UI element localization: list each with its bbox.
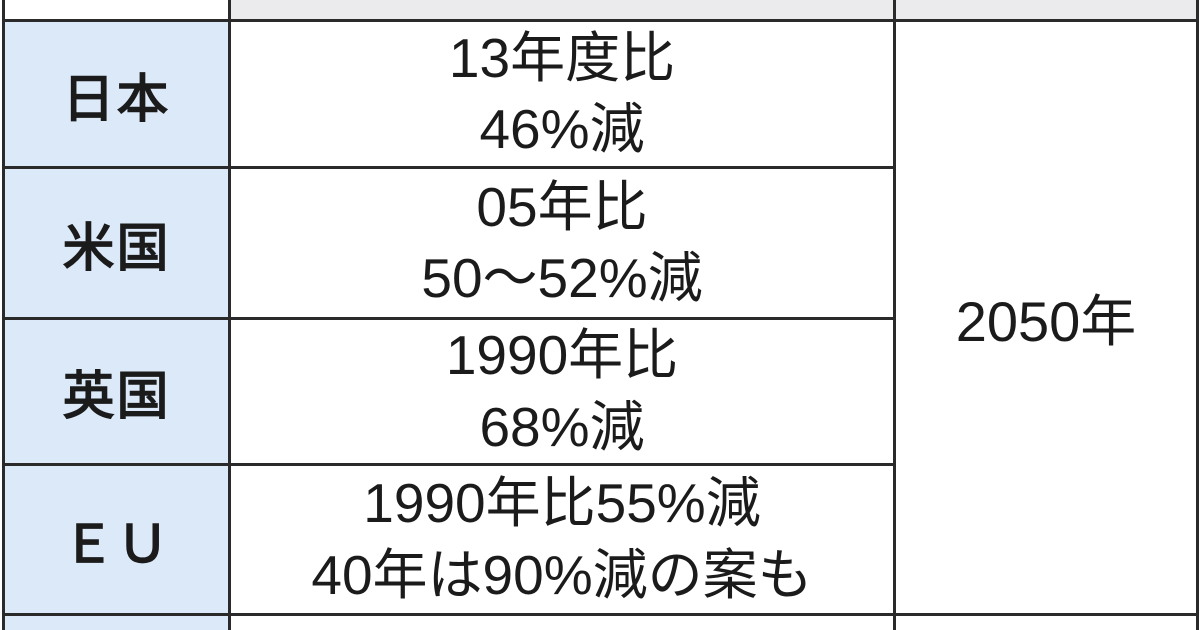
- row-label-japan: 日本: [5, 22, 228, 166]
- country-name: 英国: [62, 368, 171, 426]
- deadline-year: 2050年: [955, 290, 1137, 353]
- target-line-1: 1990年比: [445, 324, 679, 386]
- deadline-cell-partial: [896, 616, 1196, 630]
- header-deadline-cell: [896, 0, 1196, 19]
- country-name: ＥＵ: [62, 516, 171, 574]
- country-name: 米国: [62, 219, 171, 278]
- header-corner-cell: [5, 0, 228, 19]
- target-cell-uk: 1990年比 68%減: [231, 320, 893, 463]
- row-label-partial: [5, 616, 228, 630]
- target-line-1: 13年度比: [448, 26, 676, 89]
- row-label-usa: 米国: [5, 169, 228, 317]
- header-target-cell: [231, 0, 893, 19]
- target-line-1: 05年比: [476, 175, 648, 238]
- target-cell-usa: 05年比 50〜52%減: [231, 169, 893, 317]
- target-line-2: 68%減: [479, 395, 645, 458]
- country-name: 日本: [62, 70, 171, 129]
- target-line-1: 1990年比55%減: [363, 472, 761, 534]
- target-cell-japan: 13年度比 46%減: [231, 22, 893, 166]
- target-line-2: 50〜52%減: [421, 247, 703, 309]
- row-label-uk: 英国: [5, 320, 228, 463]
- target-line-2: 40年は90%減の案も: [311, 543, 813, 606]
- target-line-2: 46%減: [479, 98, 645, 160]
- target-cell-partial: [231, 616, 893, 630]
- row-label-eu: ＥＵ: [5, 466, 228, 613]
- target-cell-eu: 1990年比55%減 40年は90%減の案も: [231, 466, 893, 613]
- deadline-merged-cell: 2050年: [896, 22, 1196, 613]
